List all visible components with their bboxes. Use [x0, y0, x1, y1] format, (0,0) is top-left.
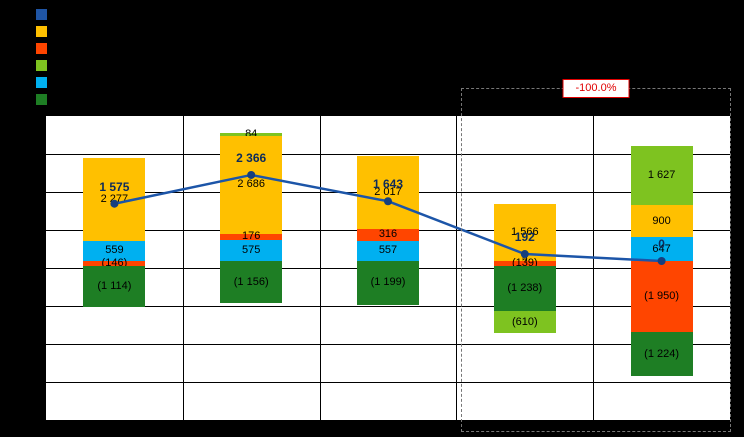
bar-segment-label: 575 [242, 244, 261, 257]
line-data-label: 192 [514, 230, 535, 245]
bar-segment-label: 2 686 [237, 178, 265, 191]
bar-segment-darkgreen: (1 224) [630, 331, 693, 377]
legend-swatch-lightgreen-series [36, 60, 47, 71]
gridline-vertical [319, 116, 321, 420]
legend-swatch-cyan-series [36, 77, 47, 88]
bar-segment-yellow: 2 017 [357, 155, 419, 230]
bar-segment-label: (1 199) [370, 276, 406, 289]
bar-segment-label: 316 [378, 228, 398, 241]
bar-segment-label: (139) [511, 257, 538, 270]
bar-segment-orange: 316 [357, 228, 419, 241]
bar-segment-darkgreen: (1 199) [357, 261, 419, 305]
bar-segment-label: 557 [378, 244, 398, 257]
bar-segment-label: (1 950) [644, 289, 680, 302]
bar-segment-darkgreen: (1 238) [493, 266, 556, 312]
gridline-vertical [593, 116, 595, 420]
bar-segment-label: (146) [101, 257, 128, 270]
highlight-region: -100.0% [461, 79, 731, 432]
gridline-vertical [182, 116, 184, 420]
bar-segment-orange: (1 950) [630, 261, 693, 332]
gridline-horizontal [46, 344, 730, 345]
line-data-label: 1 643 [372, 177, 404, 192]
legend-swatch-darkgreen-series [36, 94, 47, 105]
bar-segment-yellow: 2 277 [83, 157, 146, 241]
bar-segment-orange: (146) [83, 257, 146, 270]
bar-segment-orange: (139) [493, 257, 556, 270]
gridline-vertical [456, 116, 458, 420]
legend-swatch-orange-series [36, 43, 47, 54]
gridline-horizontal [46, 306, 730, 307]
bar-segment-label: (610) [511, 315, 538, 328]
gridline-horizontal [46, 382, 730, 383]
bar-segment-label: (1 238) [507, 282, 543, 295]
legend-swatch-yellow-series [36, 26, 47, 37]
bar-segment-label: 559 [105, 244, 124, 257]
line-data-label: 2 366 [236, 150, 267, 165]
plot-area: 2 277 559 (146) (1 114) 84 2 686 176 575 (1 156)… [45, 115, 731, 421]
line-data-label: 1 575 [99, 179, 130, 194]
bar-segment-darkgreen: (1 156) [220, 261, 283, 304]
legend-swatch-line-series [36, 9, 47, 20]
bar-segment-label: (1 156) [233, 275, 269, 288]
bar-segment-label: 2 277 [100, 192, 129, 205]
bar-segment-label: 84 [245, 127, 258, 140]
bar-segment-lightgreen: (610) [493, 311, 556, 334]
line-data-label: 0 [658, 237, 665, 251]
bar-segment-label: (1 224) [644, 347, 680, 360]
bar-segment-label: (1 114) [97, 280, 132, 293]
bar-segment-cyan: 575 [220, 240, 283, 261]
gridline-horizontal [46, 154, 730, 155]
bar-segment-darkgreen: (1 114) [83, 266, 146, 307]
bar-segment-lightgreen: 84 [220, 128, 283, 139]
bar-segment-cyan: 557 [357, 240, 419, 261]
change-label: -100.0% [562, 79, 630, 98]
